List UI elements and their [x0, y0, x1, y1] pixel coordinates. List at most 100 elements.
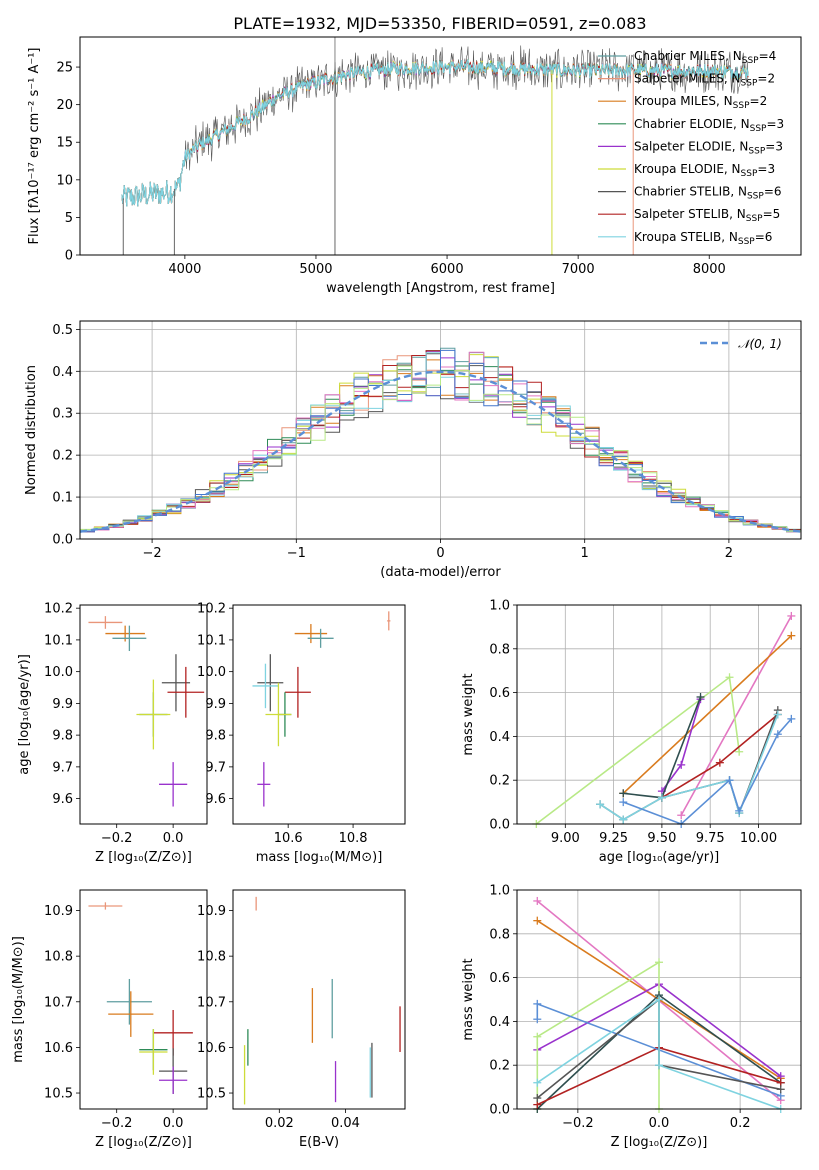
massweight_vs_Z-series-line: [536, 960, 660, 1109]
age_vs_Z-ylabel: age [log₁₀(age/yr)]: [17, 654, 32, 775]
massweight_vs_Z-frame: [516, 889, 802, 1110]
massweight_vs_age-marker: [787, 611, 796, 620]
spectrum-series-line: [121, 45, 749, 207]
legend-label: Chabrier MILES, NSSP=4: [634, 49, 776, 66]
legend-label: Chabrier ELODIE, NSSP=3: [634, 117, 784, 134]
residuals-frame: [79, 320, 802, 540]
mass_vs_Z-xlabel: Z [log₁₀(Z/Z⊙)]: [95, 1135, 192, 1150]
age_vs_mass-point: [252, 663, 279, 709]
massweight_vs_age-series-line: [535, 675, 740, 825]
mass_vs_EBV-xtick-label: 0.04: [331, 1116, 360, 1131]
mass_vs_Z-xtick-label: 0.0: [163, 1116, 184, 1131]
residuals-axes: −2 −1 0 1 2 0.0 0.1 0.2 0.3 0.4 0.5 (data-model)/er…: [24, 321, 801, 580]
mass_vs_EBV-xlabel: E(B-V): [299, 1135, 339, 1150]
age_vs_mass-ytick-label: 10.0: [197, 665, 226, 680]
residuals-xtick-label: −1: [287, 546, 306, 561]
residuals-xtick-label: 1: [581, 546, 589, 561]
age_vs_mass-ytick-label: 9.7: [205, 760, 226, 775]
spectrum-xtick-label: 6000: [431, 262, 464, 277]
legend-label: Chabrier STELIB, NSSP=6: [634, 185, 782, 202]
age_vs_mass-xlabel: mass [log₁₀(M/M⊙)]: [256, 850, 383, 865]
massweight_vs_Z-ytick-label: 0.0: [489, 1103, 510, 1118]
figure-title: PLATE=1932, MJD=53350, FIBERID=0591, z=0…: [233, 14, 646, 33]
age_vs_Z-ytick-label: 9.7: [52, 760, 73, 775]
age_vs_mass-point: [284, 666, 311, 718]
mass_vs_Z-point: [106, 978, 152, 1025]
mass_vs_EBV-ytick-label: 10.9: [197, 904, 226, 919]
spectrum-legend: Chabrier MILES, NSSP=4 Salpeter MILES, NS…: [598, 49, 784, 247]
massweight_vs_age-axes: 9.00 9.25 9.50 9.75 10.00 0.0 0.2 0.4 0.6 0.8 1.0 a…: [461, 599, 801, 865]
spectrum-frame: [79, 36, 802, 256]
massweight_vs_Z-ylabel: mass weight: [461, 958, 476, 1040]
legend-label: Kroupa MILES, NSSP=2: [634, 94, 767, 111]
spectrum-series-line: [121, 59, 749, 207]
residuals-ytick-label: 0.1: [52, 491, 73, 506]
massweight_vs_Z-marker: [533, 1094, 542, 1103]
mass_vs_Z-xtick-label: −0.2: [101, 1116, 133, 1131]
age_vs_mass-ytick-label: 10.2: [197, 602, 226, 617]
spectrum-xtick-label: 5000: [299, 262, 332, 277]
mass_vs_EBV-ytick-label: 10.7: [197, 995, 226, 1010]
age_vs_Z-point: [88, 616, 123, 629]
age_vs_Z-ytick-label: 10.1: [44, 633, 73, 648]
plot-layer: 4000 5000 6000 7000 80000510152025wavelength…: [11, 36, 802, 1150]
massweight_vs_age-ytick-label: 0.4: [489, 730, 510, 745]
massweight_vs_age-marker: [735, 806, 744, 815]
age_vs_Z-ytick-label: 10.0: [44, 665, 73, 680]
residuals-legend: 𝒩(0, 1): [700, 337, 782, 351]
massweight_vs_age-marker: [677, 811, 686, 820]
spectrum-ytick-label: 20: [56, 98, 73, 113]
massweight_vs_Z-ytick-label: 0.6: [489, 971, 510, 986]
age_vs_Z-xtick-label: −0.2: [101, 831, 133, 846]
mass_vs_Z-axes: −0.2 0.0 10.5 10.6 10.7 10.8 10.9 Z [log₁₀(Z/Z⊙…: [11, 904, 192, 1150]
massweight_vs_Z-xtick-label: 0.2: [730, 1116, 751, 1131]
spectrum-ylabel: Flux [fλ10⁻¹⁷ erg cm⁻² s⁻¹ A⁻¹]: [27, 48, 42, 245]
massweight_vs_age-marker: [735, 747, 744, 756]
residuals-xlabel: (data-model)/error: [380, 565, 501, 580]
residuals-ytick-label: 0.4: [52, 365, 73, 380]
massweight_vs_Z-marker: [533, 916, 542, 925]
massweight_vs_Z-marker: [655, 958, 663, 967]
age_vs_Z-ytick-label: 10.2: [44, 602, 73, 617]
mass_vs_Z-point: [139, 1029, 168, 1075]
age_vs_mass-ytick-label: 9.8: [205, 729, 226, 744]
spectrum-ytick-label: 25: [56, 61, 73, 76]
massweight_vs_age-ytick-label: 1.0: [489, 599, 510, 614]
age_vs_Z-xtick-label: 0.0: [163, 831, 184, 846]
massweight_vs_age-ytick-label: 0.8: [489, 642, 510, 657]
mass_vs_Z-ylabel: mass [log₁₀(M/M⊙)]: [11, 936, 26, 1063]
spectrum-xlabel: wavelength [Angstrom, rest frame]: [326, 281, 555, 296]
massweight_vs_age-series-line: [622, 635, 792, 794]
mass_vs_Z-point: [153, 1009, 193, 1056]
age_vs_mass-point: [265, 682, 292, 747]
mass_vs_EBV-ytick-label: 10.6: [197, 1041, 226, 1056]
massweight_vs_Z-marker: [533, 896, 542, 905]
massweight_vs_Z-xtick-label: −0.2: [562, 1116, 594, 1131]
massweight_vs_age-marker: [677, 760, 686, 769]
spectrum-ytick-label: 5: [65, 211, 73, 226]
age_vs_mass-ytick-label: 10.1: [197, 633, 226, 648]
mass_vs_Z-point: [108, 991, 154, 1037]
massweight_vs_age-marker: [696, 692, 705, 701]
age_vs_mass-ytick-label: 9.9: [205, 697, 226, 712]
massweight_vs_age-marker: [619, 798, 628, 807]
legend-label: Salpeter STELIB, NSSP=5: [634, 207, 780, 224]
mass_vs_EBV-frame: [232, 889, 406, 1110]
mass_vs_Z-frame: [79, 889, 208, 1110]
mass_vs_Z-ytick-label: 10.8: [44, 950, 73, 965]
mass_vs_Z-point: [159, 1066, 188, 1094]
age_vs_Z-axes: −0.2 0.0 9.6 9.7 9.8 9.9 10.0 10.1 10.2 Z [log₁₀(…: [17, 602, 192, 865]
mass_vs_Z-point: [88, 902, 123, 910]
residuals-xtick-label: −2: [143, 546, 162, 561]
spectrum-ytick-label: 0: [65, 249, 73, 264]
age_vs_Z-point: [112, 625, 147, 652]
massweight_vs_age-xtick-label: 9.50: [647, 831, 676, 846]
massweight_vs_age-marker: [787, 631, 796, 640]
legend-label: Salpeter MILES, NSSP=2: [634, 72, 775, 89]
age_vs_mass-axes: 10.6 10.8 9.6 9.7 9.8 9.9 10.0 10.1 10.2 mass [lo…: [197, 602, 382, 865]
spectrum-ytick-label: 10: [56, 173, 73, 188]
spectrum-ytick-label: 15: [56, 136, 73, 151]
massweight_vs_age-xtick-label: 9.75: [696, 831, 725, 846]
massweight_vs_Z-marker: [533, 999, 542, 1008]
